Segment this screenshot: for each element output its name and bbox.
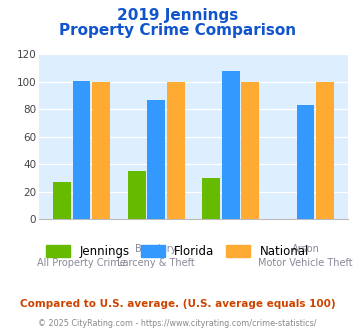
Bar — [296, 105, 315, 219]
Bar — [72, 81, 91, 219]
Text: All Property Crime: All Property Crime — [37, 258, 126, 268]
Bar — [147, 100, 165, 219]
Text: Property Crime Comparison: Property Crime Comparison — [59, 23, 296, 38]
Bar — [166, 82, 185, 219]
Bar — [222, 71, 240, 219]
Text: Motor Vehicle Theft: Motor Vehicle Theft — [258, 258, 353, 268]
Bar — [53, 182, 71, 219]
Bar — [241, 82, 259, 219]
Text: Arson: Arson — [291, 245, 320, 254]
Bar — [128, 171, 146, 219]
Text: Larceny & Theft: Larceny & Theft — [117, 258, 195, 268]
Bar — [316, 82, 334, 219]
Legend: Jennings, Florida, National: Jennings, Florida, National — [42, 241, 313, 263]
Text: Compared to U.S. average. (U.S. average equals 100): Compared to U.S. average. (U.S. average … — [20, 299, 335, 309]
Text: 2019 Jennings: 2019 Jennings — [117, 8, 238, 23]
Bar — [202, 178, 220, 219]
Bar — [92, 82, 110, 219]
Text: Burglary: Burglary — [135, 245, 177, 254]
Text: © 2025 CityRating.com - https://www.cityrating.com/crime-statistics/: © 2025 CityRating.com - https://www.city… — [38, 319, 317, 328]
